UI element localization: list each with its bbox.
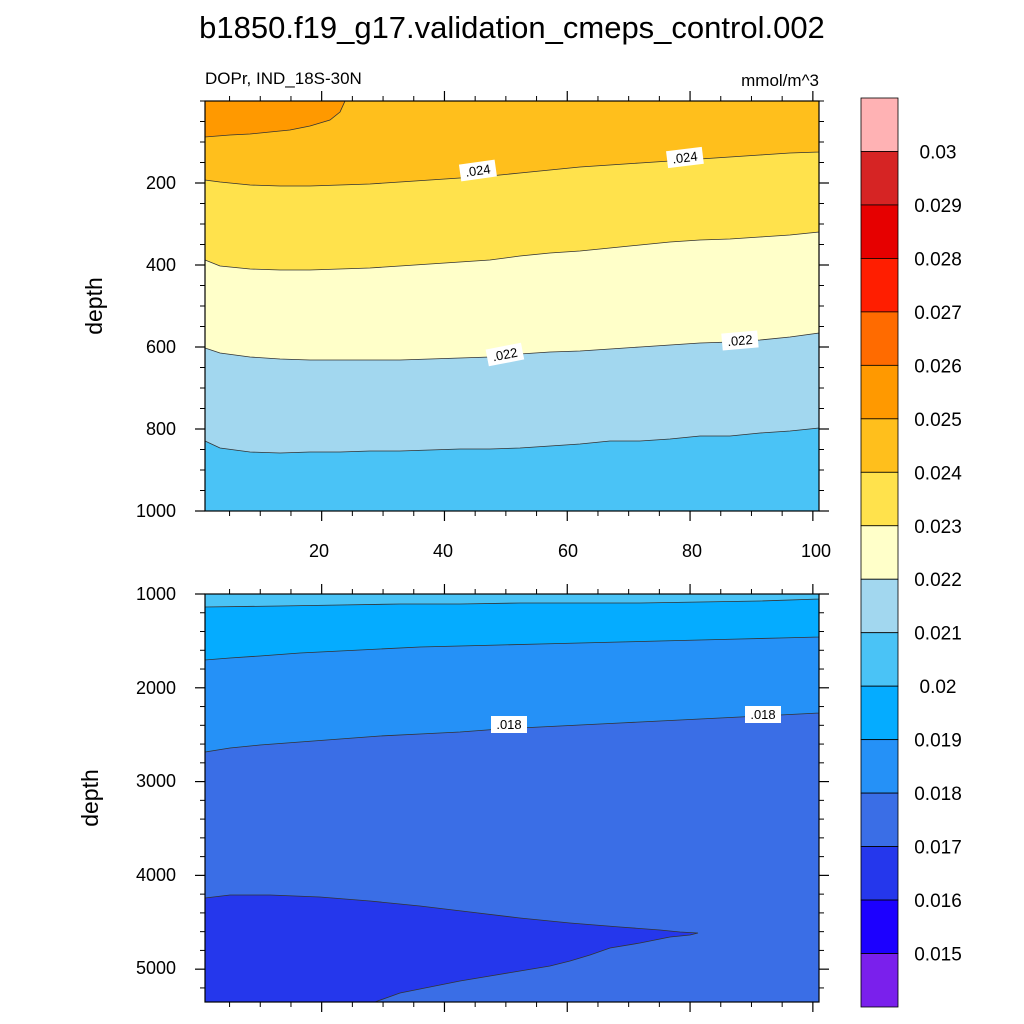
upper-y-tick-label: 1000 bbox=[136, 501, 176, 521]
upper-contour-label: .022 bbox=[491, 345, 519, 365]
colorbar-label: 0.017 bbox=[914, 838, 962, 859]
colorbar-label: 0.027 bbox=[914, 303, 962, 324]
lower-y-tick-labels: 1000 2000 3000 4000 5000 bbox=[136, 584, 176, 978]
upper-band-0.024-0.025 bbox=[204, 100, 820, 187]
lower-plot-frame bbox=[204, 593, 820, 1003]
colorbar-swatch bbox=[860, 364, 899, 420]
colorbar-label: 0.021 bbox=[914, 624, 962, 645]
upper-x-tick-label: 100 bbox=[801, 541, 831, 561]
colorbar-label: 0.024 bbox=[914, 463, 962, 484]
lower-contour-label-bg bbox=[745, 706, 781, 723]
upper-band-0.025-0.026 bbox=[204, 100, 346, 138]
lower-contour-label: .018 bbox=[750, 707, 775, 722]
colorbar-swatch bbox=[860, 311, 899, 366]
upper-y-axis-label: depth bbox=[81, 277, 107, 335]
upper-y-tick-label: 600 bbox=[146, 337, 176, 357]
lower-y-tick-label: 3000 bbox=[136, 771, 176, 791]
upper-x-tick-label: 40 bbox=[433, 541, 453, 561]
colorbar-label: 0.026 bbox=[914, 356, 962, 377]
upper-y-tick-labels: 200 400 600 800 1000 bbox=[136, 173, 176, 521]
colorbar-swatch bbox=[860, 846, 899, 901]
colorbar: 0.03 0.029 0.028 0.027 0.026 0.025 0.024 0.023 0… bbox=[860, 97, 962, 1008]
lower-panel: depth .018 .018 1000 2000 3000 4000 5000 bbox=[77, 584, 829, 1012]
lower-contour-labels: .018 .018 bbox=[491, 706, 781, 733]
colorbar-swatch bbox=[860, 418, 899, 473]
colorbar-swatch bbox=[860, 792, 899, 847]
colorbar-swatch bbox=[860, 204, 899, 259]
lower-y-tick-label: 2000 bbox=[136, 678, 176, 698]
lower-contour-fills bbox=[204, 593, 820, 1003]
chart-title: b1850.f19_g17.validation_cmeps_control.0… bbox=[199, 10, 825, 45]
colorbar-label: 0.028 bbox=[914, 249, 962, 270]
upper-contour-label: .024 bbox=[464, 161, 491, 179]
upper-contour-label-bg bbox=[458, 159, 497, 182]
colorbar-label: 0.029 bbox=[914, 196, 962, 217]
lower-axis-ticks bbox=[195, 584, 829, 1012]
upper-contour-label: .022 bbox=[727, 332, 754, 349]
colorbar-swatch bbox=[860, 739, 899, 794]
upper-contour-label-bg bbox=[485, 342, 525, 367]
colorbar-swatch bbox=[860, 258, 899, 313]
upper-axis-ticks bbox=[195, 91, 829, 521]
upper-y-tick-label: 400 bbox=[146, 255, 176, 275]
upper-contour-labels: .024 .024 .022 .022 bbox=[458, 146, 759, 367]
upper-y-tick-label: 200 bbox=[146, 173, 176, 193]
upper-contour-label-bg bbox=[721, 330, 759, 351]
lower-band-0.016-0.017 bbox=[204, 894, 699, 1003]
upper-x-tick-label: 20 bbox=[309, 541, 329, 561]
colorbar-label: 0.019 bbox=[914, 731, 962, 752]
colorbar-label: 0.02 bbox=[920, 677, 957, 698]
colorbar-swatch bbox=[860, 953, 899, 1008]
colorbar-label: 0.015 bbox=[914, 945, 962, 966]
colorbar-swatch bbox=[860, 899, 899, 954]
colorbar-label: 0.016 bbox=[914, 891, 962, 912]
colorbar-swatch bbox=[860, 471, 899, 527]
lower-band-0.020-0.021 bbox=[204, 593, 820, 608]
colorbar-swatch bbox=[860, 525, 899, 580]
upper-contour-label-bg bbox=[666, 146, 704, 169]
upper-x-tick-label: 60 bbox=[558, 541, 578, 561]
upper-right-label: mmol/m^3 bbox=[741, 71, 819, 90]
lower-contour-label: .018 bbox=[496, 717, 521, 732]
upper-contour-fills bbox=[204, 100, 820, 511]
colorbar-swatch bbox=[860, 578, 899, 634]
lower-band-0.019-0.020 bbox=[204, 593, 820, 661]
upper-y-tick-label: 800 bbox=[146, 419, 176, 439]
lower-y-tick-label: 4000 bbox=[136, 865, 176, 885]
upper-contour-label: .024 bbox=[671, 149, 698, 167]
colorbar-label: 0.025 bbox=[914, 410, 962, 431]
lower-y-tick-label: 5000 bbox=[136, 958, 176, 978]
upper-x-tick-label: 80 bbox=[682, 541, 702, 561]
colorbar-label: 0.023 bbox=[914, 517, 962, 538]
lower-contour-label-bg bbox=[491, 716, 527, 733]
upper-left-label: DOPr, IND_18S-30N bbox=[205, 69, 362, 88]
upper-panel: DOPr, IND_18S-30N mmol/m^3 depth .024 .0… bbox=[81, 69, 831, 561]
upper-x-tick-labels: 20 40 60 80 100 bbox=[309, 541, 831, 561]
colorbar-label: 0.03 bbox=[920, 142, 957, 163]
colorbar-label: 0.022 bbox=[914, 570, 962, 591]
colorbar-swatch bbox=[860, 151, 899, 206]
colorbar-swatch bbox=[860, 97, 899, 152]
colorbar-label: 0.018 bbox=[914, 784, 962, 805]
lower-y-axis-label: depth bbox=[77, 769, 103, 827]
lower-y-tick-label: 1000 bbox=[136, 584, 176, 604]
colorbar-swatch bbox=[860, 685, 899, 741]
colorbar-swatch bbox=[860, 632, 899, 687]
